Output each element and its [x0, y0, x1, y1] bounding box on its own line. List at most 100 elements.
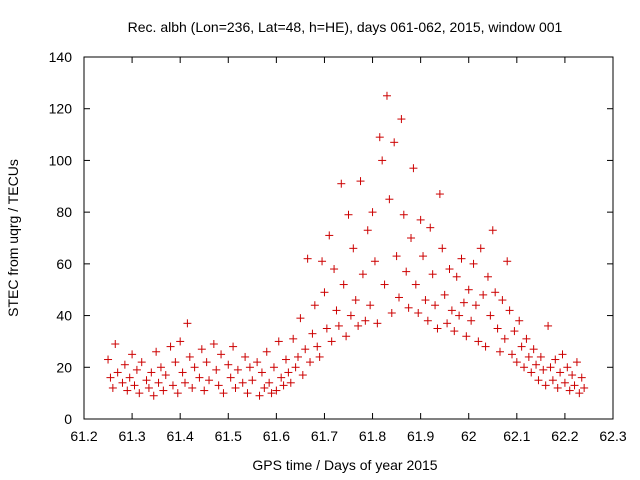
- data-point: [310, 301, 319, 310]
- data-point: [346, 311, 355, 320]
- data-point: [419, 252, 428, 261]
- data-point: [257, 368, 266, 377]
- data-point: [474, 337, 483, 346]
- y-axis-label: STEC from uqrg / TECUs: [5, 159, 21, 317]
- data-point: [366, 301, 375, 310]
- data-point: [399, 210, 408, 219]
- data-point: [556, 368, 565, 377]
- data-point: [149, 391, 158, 400]
- data-point: [423, 316, 432, 325]
- data-point: [375, 133, 384, 142]
- data-point: [361, 316, 370, 325]
- data-point: [166, 342, 175, 351]
- data-point: [173, 389, 182, 398]
- y-tick-label: 40: [56, 308, 72, 324]
- data-point: [553, 383, 562, 392]
- data-point: [440, 290, 449, 299]
- data-point: [224, 360, 233, 369]
- data-point: [471, 301, 480, 310]
- data-point: [407, 234, 416, 242]
- x-tick-label: 61.8: [359, 428, 386, 444]
- data-point: [527, 368, 536, 377]
- data-point: [253, 358, 262, 367]
- data-point: [159, 386, 168, 395]
- data-point: [546, 363, 555, 372]
- x-axis-label: GPS time / Days of year 2015: [252, 457, 437, 473]
- y-tick-label: 60: [56, 256, 72, 272]
- data-point: [303, 254, 312, 263]
- data-point: [488, 226, 497, 235]
- data-point: [349, 244, 358, 253]
- data-point: [142, 376, 151, 385]
- data-point: [520, 363, 529, 372]
- data-point: [445, 265, 454, 274]
- data-point: [431, 301, 440, 310]
- y-tick-label: 120: [49, 101, 73, 117]
- data-point: [161, 371, 170, 380]
- data-point: [404, 303, 413, 312]
- data-point: [337, 179, 346, 188]
- data-point: [534, 376, 543, 385]
- data-point: [178, 368, 187, 377]
- data-point: [536, 352, 545, 361]
- data-point: [154, 378, 163, 387]
- data-point: [144, 383, 153, 392]
- data-point: [517, 342, 526, 351]
- data-point: [209, 340, 218, 349]
- data-point: [416, 215, 425, 224]
- data-point: [135, 389, 144, 398]
- data-point: [265, 378, 274, 387]
- data-point: [495, 347, 504, 356]
- data-point: [503, 257, 512, 266]
- data-point: [428, 270, 437, 279]
- data-point: [322, 324, 331, 333]
- x-tick-label: 61.6: [263, 428, 290, 444]
- data-point: [200, 386, 209, 395]
- data-point: [128, 350, 137, 359]
- data-point: [272, 386, 281, 395]
- data-point: [368, 208, 377, 217]
- data-point: [426, 223, 435, 232]
- data-point: [351, 296, 360, 305]
- data-point: [274, 337, 283, 346]
- data-point: [205, 376, 214, 385]
- y-tick-label: 100: [49, 152, 73, 168]
- data-point: [558, 350, 567, 359]
- data-point: [491, 288, 500, 297]
- data-point: [421, 296, 430, 305]
- data-point: [123, 386, 132, 395]
- data-point: [397, 115, 406, 124]
- data-point: [390, 138, 399, 147]
- data-point: [464, 285, 473, 294]
- data-point: [188, 383, 197, 392]
- data-point: [306, 358, 315, 367]
- data-point: [241, 352, 250, 361]
- data-point: [277, 373, 286, 382]
- data-point: [156, 363, 165, 372]
- data-point: [565, 386, 574, 395]
- data-point: [315, 352, 324, 361]
- data-point: [508, 350, 517, 359]
- data-point: [238, 378, 247, 387]
- data-point: [354, 321, 363, 330]
- data-point: [332, 306, 341, 315]
- data-point: [435, 190, 444, 199]
- data-point: [269, 363, 278, 372]
- data-point: [132, 365, 141, 374]
- data-point: [120, 360, 129, 369]
- data-point: [500, 334, 509, 343]
- data-point: [330, 265, 339, 274]
- data-point: [411, 280, 420, 289]
- data-point: [108, 383, 117, 392]
- data-point: [313, 342, 322, 351]
- data-point: [308, 329, 317, 338]
- data-point: [262, 347, 271, 356]
- x-tick-label: 62.3: [599, 428, 626, 444]
- data-point: [577, 373, 586, 382]
- data-point: [409, 164, 418, 173]
- data-point: [152, 347, 161, 356]
- data-point: [373, 319, 382, 328]
- data-point: [339, 280, 348, 289]
- data-point: [104, 355, 113, 364]
